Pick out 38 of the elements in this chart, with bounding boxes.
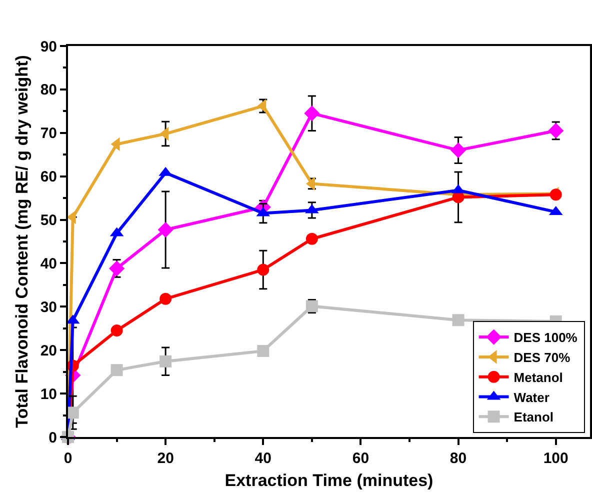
- point: [66, 406, 79, 419]
- legend-label: Metanol: [514, 370, 563, 385]
- y-tick-label: 80: [40, 82, 57, 99]
- point: [550, 188, 562, 201]
- legend-label: Water: [514, 390, 550, 405]
- point: [257, 264, 270, 276]
- x-tick-label: 20: [157, 450, 174, 467]
- y-tick-label: 40: [40, 255, 57, 272]
- y-tick-label: 30: [40, 298, 57, 316]
- point: [548, 122, 564, 139]
- y-tick-label: 90: [40, 38, 57, 56]
- x-tick-label: 40: [254, 450, 272, 467]
- point: [108, 260, 125, 276]
- y-tick-label: 0: [48, 429, 57, 446]
- y-tick-label: 20: [40, 342, 57, 360]
- point: [452, 314, 464, 326]
- point: [158, 222, 174, 238]
- x-axis-title: Extraction Time (minutes): [224, 470, 434, 490]
- y-axis-title: Total Flavonoid Content (mg RE/ g dry weight): [12, 55, 32, 428]
- x-tick-label: 80: [450, 450, 467, 467]
- y-tick-label: 50: [40, 212, 57, 230]
- x-tick-label: 60: [352, 450, 370, 467]
- x-tick-label: 100: [543, 450, 568, 467]
- x-tick-label: 0: [64, 450, 72, 467]
- point: [110, 364, 123, 376]
- y-tick-label: 60: [40, 168, 57, 186]
- point: [304, 106, 320, 122]
- point: [257, 344, 270, 357]
- point: [450, 142, 466, 158]
- point: [160, 292, 172, 305]
- y-tick-label: 10: [40, 386, 57, 403]
- legend-label: DES 100%: [514, 330, 578, 346]
- point: [110, 324, 123, 337]
- point: [160, 355, 172, 368]
- legend-label: DES 70%: [514, 350, 571, 366]
- y-tick-label: 70: [40, 125, 57, 142]
- point: [306, 232, 318, 245]
- legend-label: Etanol: [514, 410, 554, 425]
